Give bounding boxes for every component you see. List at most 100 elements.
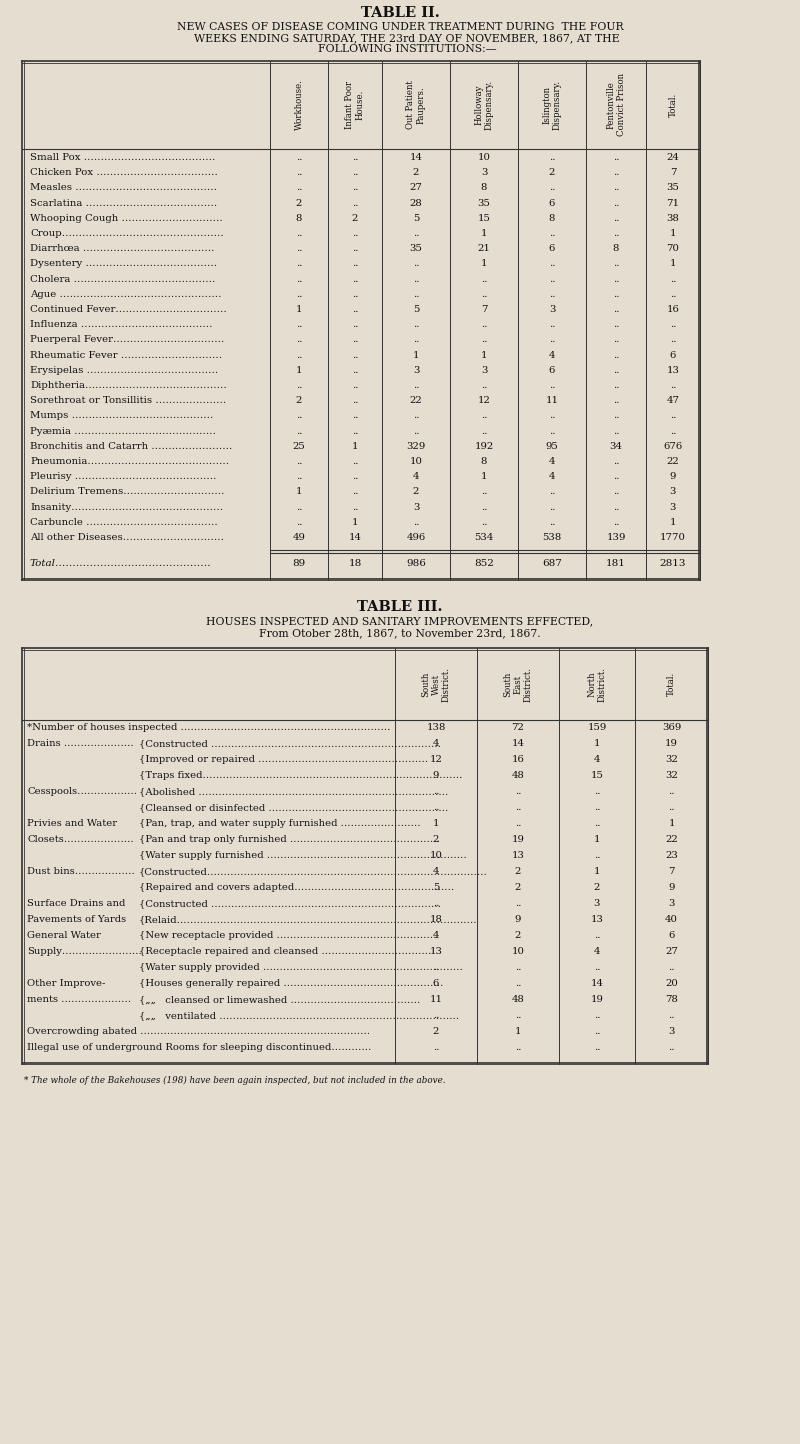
Text: ..: .. (296, 351, 302, 360)
Text: Illegal use of underground Rooms for sleeping discontinued…………: Illegal use of underground Rooms for sle… (27, 1043, 371, 1053)
Text: ..: .. (670, 321, 676, 329)
Text: HOUSES INSPECTED AND SANITARY IMPROVEMENTS EFFECTED,: HOUSES INSPECTED AND SANITARY IMPROVEMEN… (206, 617, 594, 627)
Text: 8: 8 (481, 183, 487, 192)
Text: ..: .. (613, 183, 619, 192)
Text: Ague …………………………………………: Ague ………………………………………… (30, 290, 222, 299)
Text: 159: 159 (587, 723, 606, 732)
Text: ..: .. (352, 244, 358, 253)
Text: ..: .. (352, 335, 358, 345)
Text: 38: 38 (666, 214, 679, 222)
Text: 6: 6 (549, 199, 555, 208)
Text: 70: 70 (666, 244, 679, 253)
Text: 1: 1 (670, 518, 676, 527)
Text: Scarlatina …………………………………: Scarlatina ………………………………… (30, 199, 218, 208)
Text: ..: .. (296, 153, 302, 162)
Text: Cesspools………………: Cesspools……………… (27, 787, 137, 796)
Text: {New receptacle provided …………………………………………: {New receptacle provided ………………………………………… (139, 931, 437, 940)
Text: Other Improve-: Other Improve- (27, 979, 106, 988)
Text: 5: 5 (413, 305, 419, 313)
Text: 3: 3 (594, 900, 600, 908)
Text: 35: 35 (410, 244, 422, 253)
Text: ..: .. (296, 274, 302, 283)
Text: 10: 10 (410, 456, 422, 466)
Text: {Abolished …………………………………………………………………: {Abolished ………………………………………………………………… (139, 787, 448, 796)
Text: {Pan and trap only furnished ………………………………………: {Pan and trap only furnished ……………………………… (139, 835, 440, 845)
Text: ..: .. (594, 851, 600, 861)
Text: {„„   cleansed or limewashed …………………………………: {„„ cleansed or limewashed ………………………………… (139, 995, 420, 1004)
Text: ..: .. (413, 518, 419, 527)
Text: ..: .. (549, 230, 555, 238)
Text: 89: 89 (292, 559, 306, 567)
Text: Pentonville
Convict Prison: Pentonville Convict Prison (606, 74, 626, 137)
Text: ..: .. (549, 321, 555, 329)
Text: 4: 4 (594, 755, 600, 764)
Text: ..: .. (352, 456, 358, 466)
Text: Diphtheria……………………………………: Diphtheria…………………………………… (30, 381, 226, 390)
Text: ..: .. (613, 305, 619, 313)
Text: ..: .. (549, 290, 555, 299)
Text: 35: 35 (666, 183, 679, 192)
Text: ..: .. (296, 260, 302, 269)
Text: 23: 23 (665, 851, 678, 861)
Text: Insanity………………………………………: Insanity……………………………………… (30, 503, 223, 511)
Text: 2: 2 (352, 214, 358, 222)
Text: 9: 9 (668, 884, 674, 892)
Text: South
East
District.: South East District. (503, 667, 533, 702)
Text: 19: 19 (590, 995, 603, 1004)
Text: ..: .. (613, 518, 619, 527)
Text: 687: 687 (542, 559, 562, 567)
Text: ..: .. (594, 1043, 600, 1053)
Text: ..: .. (670, 426, 676, 436)
Text: 1: 1 (296, 365, 302, 375)
Text: 35: 35 (478, 199, 490, 208)
Text: 369: 369 (662, 723, 681, 732)
Text: 4: 4 (433, 931, 439, 940)
Text: ..: .. (670, 290, 676, 299)
Text: 2: 2 (296, 396, 302, 406)
Text: ..: .. (514, 1011, 522, 1021)
Text: {Repaired and covers adapted…………………………………………: {Repaired and covers adapted………………………………… (139, 884, 454, 892)
Text: 48: 48 (511, 771, 525, 780)
Text: 496: 496 (406, 533, 426, 542)
Text: ..: .. (352, 381, 358, 390)
Text: ..: .. (514, 900, 522, 908)
Text: 3: 3 (481, 168, 487, 178)
Text: ..: .. (352, 426, 358, 436)
Text: ..: .. (481, 321, 487, 329)
Text: ..: .. (352, 488, 358, 497)
Text: ..: .. (413, 274, 419, 283)
Text: 3: 3 (549, 305, 555, 313)
Text: 3: 3 (668, 900, 674, 908)
Text: {„„   ventilated ………………………………………………………………: {„„ ventilated ……………………………………………………………… (139, 1011, 459, 1021)
Text: ..: .. (668, 787, 674, 796)
Text: 2: 2 (413, 488, 419, 497)
Text: ..: .. (613, 365, 619, 375)
Text: 7: 7 (668, 868, 674, 877)
Text: 1: 1 (594, 835, 600, 845)
Text: 22: 22 (410, 396, 422, 406)
Text: Dysentery …………………………………: Dysentery ………………………………… (30, 260, 217, 269)
Text: ..: .. (296, 412, 302, 420)
Text: ..: .. (613, 503, 619, 511)
Text: ..: .. (433, 787, 439, 796)
Text: ..: .. (413, 290, 419, 299)
Text: {Constructed ……………………………………………………………: {Constructed …………………………………………………………… (139, 900, 441, 908)
Text: {Houses generally repaired …………………………………………: {Houses generally repaired …………………………………… (139, 979, 443, 988)
Text: 6: 6 (549, 244, 555, 253)
Text: ..: .. (296, 518, 302, 527)
Text: ..: .. (549, 426, 555, 436)
Text: ..: .. (352, 472, 358, 481)
Text: ..: .. (352, 199, 358, 208)
Text: ..: .. (296, 335, 302, 345)
Text: 1: 1 (352, 518, 358, 527)
Text: ..: .. (413, 321, 419, 329)
Text: ..: .. (594, 931, 600, 940)
Text: *Number of houses inspected ………………………………………………………: *Number of houses inspected ………………………………… (27, 723, 390, 732)
Text: 7: 7 (670, 168, 676, 178)
Text: 1: 1 (668, 819, 674, 829)
Text: 9: 9 (433, 771, 439, 780)
Text: ..: .. (296, 472, 302, 481)
Text: 1: 1 (594, 868, 600, 877)
Text: 78: 78 (665, 995, 678, 1004)
Text: 16: 16 (511, 755, 525, 764)
